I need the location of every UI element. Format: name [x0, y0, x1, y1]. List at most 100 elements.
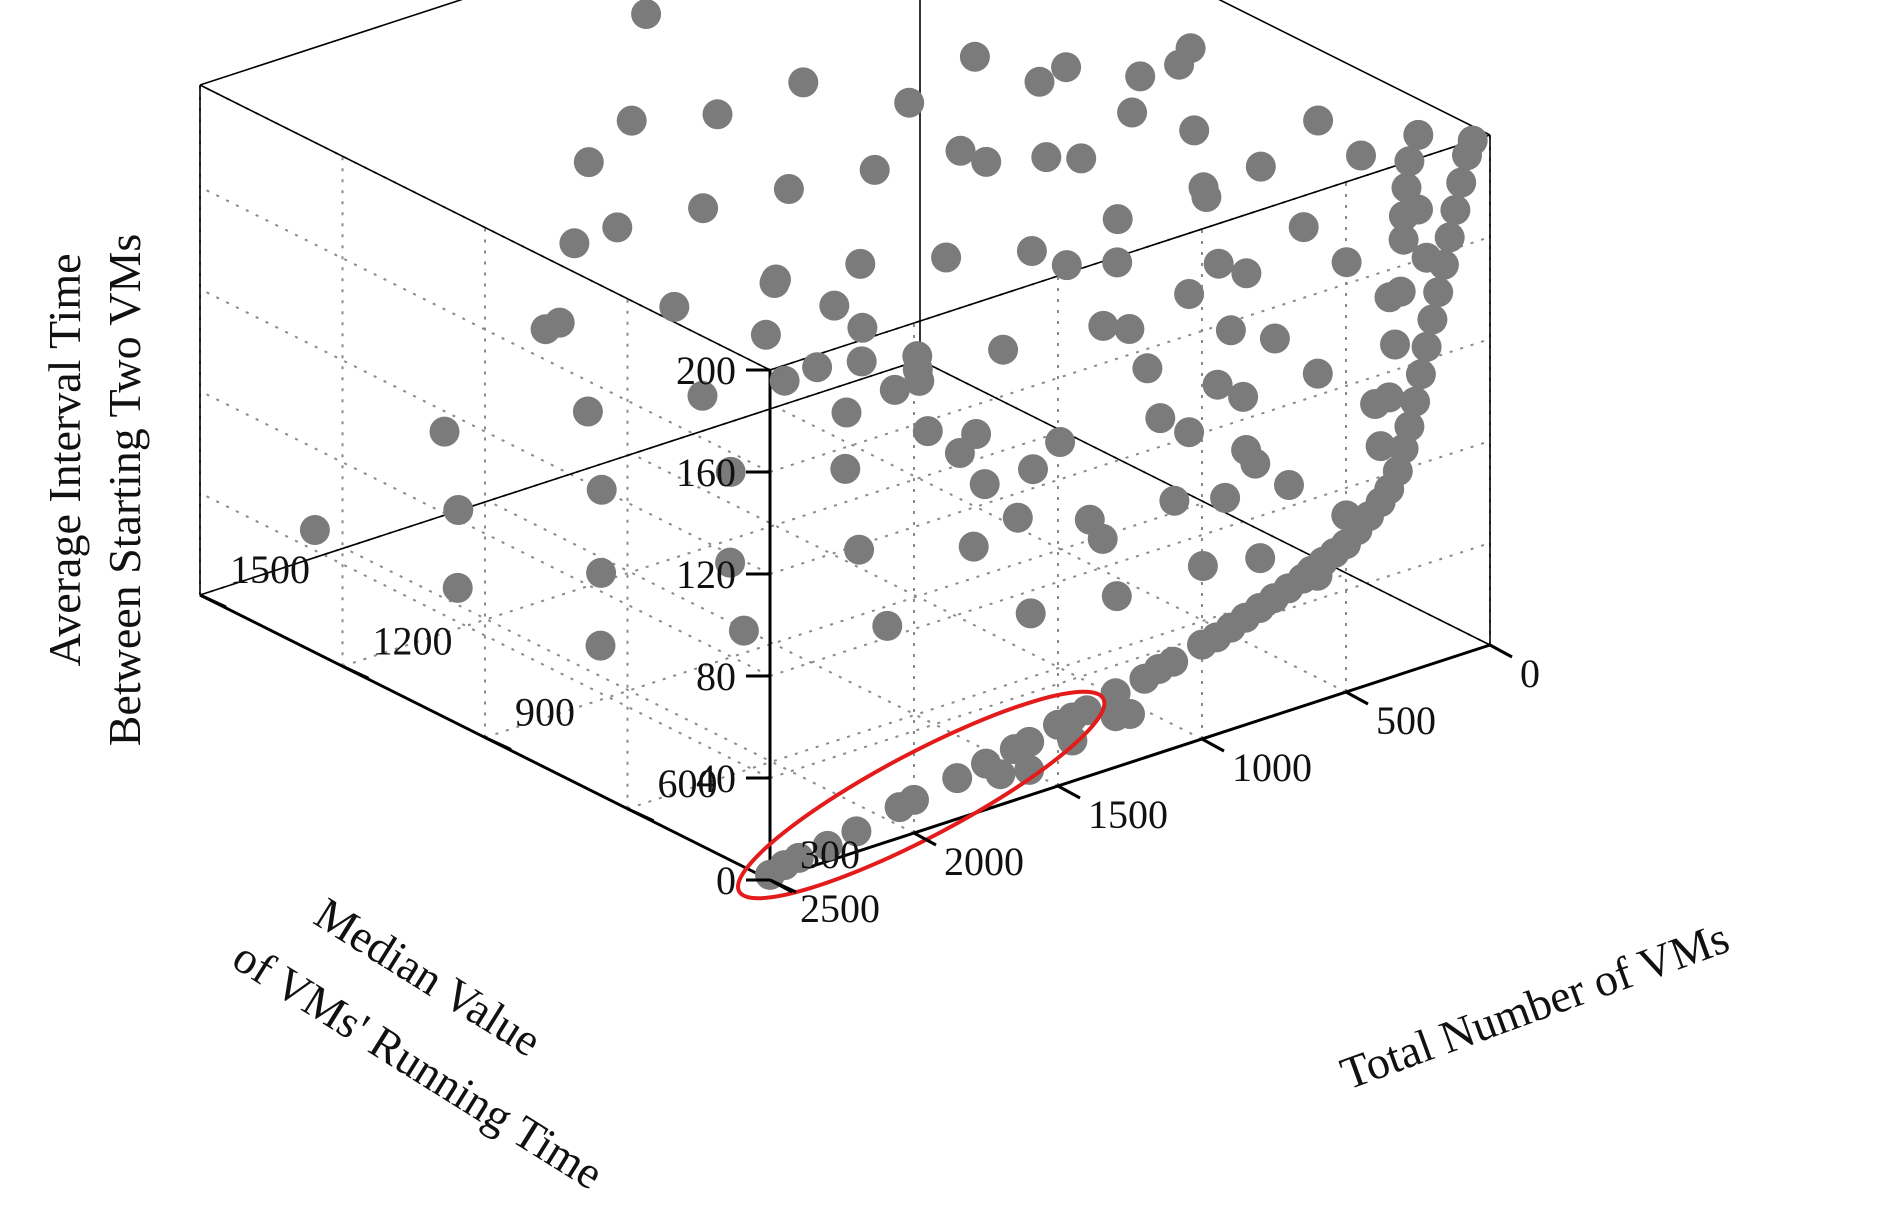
x-tick-label: 2000	[944, 839, 1024, 884]
x-tick	[1345, 690, 1369, 706]
data-point	[1231, 258, 1262, 289]
data-point	[530, 314, 561, 345]
data-point	[585, 630, 616, 661]
x-axis-line	[769, 643, 1491, 882]
data-point	[1245, 151, 1276, 182]
data-point	[1228, 381, 1259, 412]
z-tick-label: 80	[696, 654, 736, 699]
data-point	[1014, 726, 1045, 757]
data-point	[1388, 224, 1419, 255]
data-point	[586, 557, 617, 588]
data-point	[1132, 353, 1163, 384]
data-point	[1457, 125, 1488, 156]
data-point	[969, 469, 1000, 500]
data-point	[961, 419, 992, 449]
y-tick-label: 900	[515, 690, 575, 735]
data-point	[783, 842, 814, 873]
data-point	[1102, 247, 1133, 278]
data-point	[586, 474, 617, 505]
data-point	[769, 365, 800, 396]
data-point	[1203, 248, 1234, 279]
highlight-ellipse	[736, 689, 1107, 901]
data-point	[773, 174, 804, 204]
data-point	[1394, 411, 1425, 442]
highlight-group	[736, 689, 1107, 901]
y-tick	[769, 878, 797, 894]
data-point	[831, 397, 862, 428]
data-point	[912, 416, 943, 447]
data-point	[845, 248, 876, 279]
data-point	[1210, 482, 1241, 513]
data-point	[971, 146, 1002, 177]
grid-line	[199, 390, 771, 677]
x-tick-label: 500	[1376, 698, 1436, 743]
box-edge	[1218, 0, 1491, 136]
data-point	[1174, 279, 1205, 309]
data-point	[1179, 115, 1210, 146]
data-point	[847, 312, 878, 343]
box-edge	[199, 359, 921, 596]
data-point	[802, 352, 833, 383]
data-point	[688, 193, 719, 224]
data-point	[572, 396, 603, 427]
y-tick	[341, 664, 370, 680]
x-tick	[913, 831, 937, 847]
data-point	[902, 354, 933, 385]
z-tick-label: 0	[716, 858, 736, 903]
data-point	[894, 87, 925, 118]
data-point	[559, 228, 590, 259]
data-point	[659, 291, 690, 322]
data-point	[1434, 222, 1465, 253]
data-point	[945, 135, 976, 166]
axis-ticks	[199, 368, 1513, 894]
data-point	[1374, 282, 1405, 313]
data-point	[1411, 242, 1442, 273]
y-tick-label: 300	[800, 832, 860, 877]
y-tick-label: 600	[658, 761, 718, 806]
data-point	[1240, 448, 1271, 479]
data-point	[1018, 454, 1048, 485]
data-point	[1051, 250, 1082, 281]
data-point	[1074, 504, 1105, 535]
box-edge	[769, 134, 1491, 371]
x-tick-label: 1000	[1232, 745, 1312, 790]
data-point	[1051, 52, 1082, 83]
data-point	[859, 154, 890, 185]
data-point	[819, 290, 850, 321]
data-point	[1164, 49, 1195, 80]
data-point	[1288, 212, 1319, 243]
data-point	[687, 380, 718, 411]
data-point	[1125, 61, 1156, 92]
data-point	[1014, 754, 1045, 785]
data-point	[602, 212, 633, 243]
data-point	[1066, 143, 1097, 174]
data-point	[1102, 204, 1133, 235]
data-point	[1360, 389, 1391, 419]
data-point	[1045, 427, 1076, 457]
data-point	[1024, 66, 1055, 97]
data-point	[702, 99, 733, 130]
data-point	[1417, 304, 1448, 335]
data-point	[788, 67, 819, 98]
z-tick-label: 120	[676, 552, 736, 597]
data-point	[1303, 105, 1334, 136]
data-point	[1403, 119, 1434, 150]
z-axis-title-line-1: Average Interval Time	[39, 253, 90, 666]
data-point	[931, 242, 962, 273]
data-point	[872, 610, 903, 641]
data-point	[715, 547, 746, 578]
data-point	[1411, 331, 1442, 362]
data-point	[1302, 560, 1333, 591]
data-point	[1117, 97, 1148, 128]
data-point	[1259, 323, 1290, 354]
z-tick-label: 160	[676, 450, 736, 495]
data-point	[728, 615, 759, 646]
data-point	[846, 346, 877, 377]
box-edge	[919, 359, 1491, 646]
data-point	[1191, 182, 1222, 212]
data-point	[1031, 142, 1062, 173]
data-point	[1071, 695, 1102, 726]
data-point	[715, 456, 746, 487]
